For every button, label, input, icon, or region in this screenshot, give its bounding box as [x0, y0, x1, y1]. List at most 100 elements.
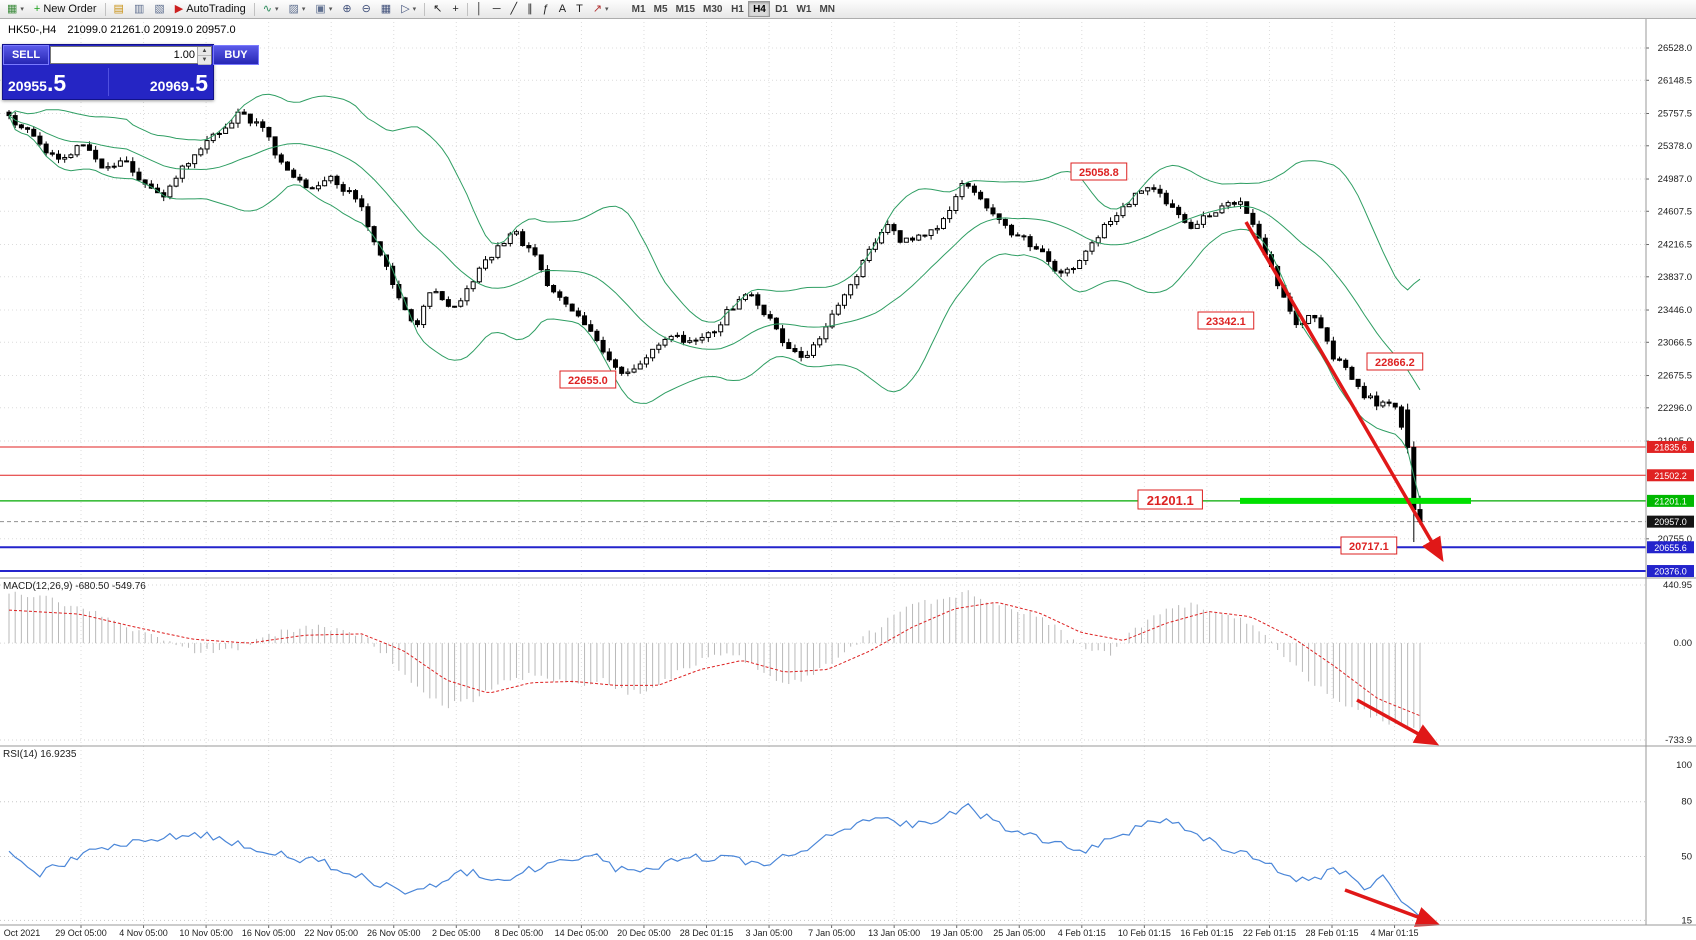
timeframe-mn-button[interactable]: MN [815, 1, 839, 17]
time-axis-label: 16 Nov 05:00 [242, 928, 296, 938]
price-annotation[interactable]: 22866.2 [1366, 352, 1424, 371]
macd-axis-label: 440.95 [1663, 580, 1692, 591]
timeframe-w1-button[interactable]: W1 [792, 1, 815, 17]
price-annotation[interactable]: 20717.1 [1340, 536, 1398, 555]
price-badge [1647, 541, 1694, 554]
svg-text:25058.8: 25058.8 [1079, 167, 1119, 179]
svg-text:23342.1: 23342.1 [1206, 316, 1246, 328]
sell-button[interactable]: SELL [3, 45, 49, 65]
tile-windows-icon: ▦ [380, 2, 392, 15]
price-badge [1647, 515, 1694, 528]
channel-button[interactable]: ∥ [523, 1, 537, 17]
price-annotation[interactable]: 23342.1 [1197, 311, 1255, 330]
svg-text:21835.6: 21835.6 [1654, 442, 1687, 452]
fibonacci-button[interactable]: ƒ [539, 1, 553, 17]
indicators-icon: ∿ [262, 2, 272, 15]
new-order-button[interactable]: + New Order [30, 1, 101, 17]
price-grid: 26528.0 26148.5 25757.5 25378.0 24987.0 24607… [0, 43, 1692, 545]
text-button[interactable]: A [555, 1, 570, 17]
svg-text:20957.0: 20957.0 [1654, 517, 1687, 527]
data-window-button[interactable]: ▥ [130, 1, 148, 17]
volume-up-icon[interactable]: ▲ [198, 47, 211, 56]
label-button[interactable]: T [572, 1, 587, 17]
price-annotation[interactable]: 22655.0 [559, 370, 617, 389]
support-highlight-bar[interactable] [1240, 497, 1471, 504]
cursor-icon: ↖ [433, 2, 443, 15]
time-axis-label: 16 Feb 01:15 [1180, 928, 1233, 938]
time-axis-label: 14 Dec 05:00 [555, 928, 609, 938]
autotrading-button[interactable]: ▶ AutoTrading [171, 1, 250, 17]
time-axis-label: 19 Jan 05:00 [931, 928, 983, 938]
new-chart-button[interactable]: ▦ ▾ [3, 1, 28, 17]
chevron-down-icon: ▾ [605, 6, 609, 13]
objects-icon: ▣ [315, 2, 326, 15]
new-order-icon: + [33, 2, 41, 15]
objects-button[interactable]: ▣ ▾ [311, 1, 336, 17]
price-annotation[interactable]: 25058.8 [1070, 162, 1128, 181]
svg-text:22866.2: 22866.2 [1375, 357, 1415, 369]
time-axis-labels: Oct 2021 29 Oct 05:00 4 Nov 05:00 10 Nov 05… [4, 928, 1419, 938]
volume-input[interactable] [51, 47, 197, 63]
trend-arrow[interactable] [1244, 221, 1444, 563]
price-axis-label: 22675.5 [1658, 371, 1692, 382]
price-axis-label: 26528.0 [1658, 43, 1692, 54]
crosshair-icon: + [452, 2, 459, 15]
timeframe-m1-button[interactable]: M1 [628, 1, 650, 17]
price-badge [1647, 494, 1694, 507]
indicator-list-button[interactable]: ▨ ▾ [285, 1, 310, 17]
rsi-axis-label: 80 [1681, 797, 1692, 808]
price-axis-label: 23837.0 [1658, 272, 1692, 283]
quote-prices: 20955.5 20969.5 [3, 65, 213, 99]
timeframe-h1-button[interactable]: H1 [726, 1, 748, 17]
arrows-button[interactable]: ↗ ▾ [589, 1, 613, 17]
toolbar-separator [104, 2, 106, 16]
rsi-axis-label: 100 [1676, 760, 1692, 771]
time-axis-label: 7 Jan 05:00 [808, 928, 855, 938]
price-badge [1647, 565, 1694, 578]
zoom-in-button[interactable]: ⊕ [338, 1, 355, 17]
zoom-out-button[interactable]: ⊖ [358, 1, 375, 17]
price-axis-label: 22296.0 [1658, 403, 1692, 414]
timeframe-h4-button[interactable]: H4 [748, 1, 771, 17]
price-axis-label: 20755.0 [1658, 534, 1692, 545]
rsi-arrow[interactable] [1344, 888, 1441, 927]
indicator-grid: 440.95 0.00 -733.9 100 80 50 15 [0, 580, 1692, 926]
timeframe-d1-button[interactable]: D1 [770, 1, 792, 17]
timeframe-m5-button[interactable]: M5 [650, 1, 672, 17]
cursor-button[interactable]: ↖ [429, 1, 446, 17]
macd-arrow[interactable] [1356, 698, 1440, 746]
time-axis-label: 3 Jan 05:00 [746, 928, 793, 938]
crosshair-button[interactable]: + [448, 1, 462, 17]
volume-stepper[interactable]: ▲ ▼ [197, 47, 211, 65]
chevron-down-icon: ▾ [274, 6, 279, 13]
time-axis-label: 13 Jan 05:00 [868, 928, 920, 938]
auto-scroll-button[interactable]: ▷ ▾ [397, 1, 420, 17]
rsi-line [8, 802, 1421, 918]
timeframe-m15-button[interactable]: M15 [672, 1, 699, 17]
trendline-button[interactable]: ╱ [507, 1, 522, 17]
horizontal-line-button[interactable]: ─ [489, 1, 505, 17]
text-icon: A [558, 2, 567, 15]
macd-axis-label: -733.9 [1665, 735, 1692, 746]
zoom-in-icon: ⊕ [342, 2, 352, 15]
trendline-icon: ╱ [510, 2, 518, 15]
horizontal-level-lines[interactable] [0, 446, 1646, 573]
volume-down-icon[interactable]: ▼ [198, 56, 211, 65]
time-axis-label: 2 Dec 05:00 [432, 928, 481, 938]
price-annotation[interactable]: 21201.1 [1137, 489, 1203, 510]
market-watch-button[interactable]: ▤ [110, 1, 128, 17]
price-annotations[interactable]: 25058.8 23342.1 22866.2 22655.0 21201.1 20717… [559, 162, 1424, 555]
price-badge [1647, 469, 1694, 482]
vertical-line-button[interactable]: │ [472, 1, 487, 17]
timeframe-m30-button[interactable]: M30 [699, 1, 726, 17]
navigator-button[interactable]: ▧ [150, 1, 168, 17]
buy-button[interactable]: BUY [213, 45, 259, 65]
time-axis-label: 22 Nov 05:00 [304, 928, 358, 938]
tile-windows-button[interactable]: ▦ [377, 1, 395, 17]
macd-label: MACD(12,26,9) -680.50 -549.76 [3, 581, 146, 592]
toolbar-separator [253, 2, 255, 16]
indicators-button[interactable]: ∿ ▾ [259, 1, 283, 17]
time-axis-label: 4 Feb 01:15 [1058, 928, 1106, 938]
rsi-axis-label: 15 [1681, 915, 1692, 926]
